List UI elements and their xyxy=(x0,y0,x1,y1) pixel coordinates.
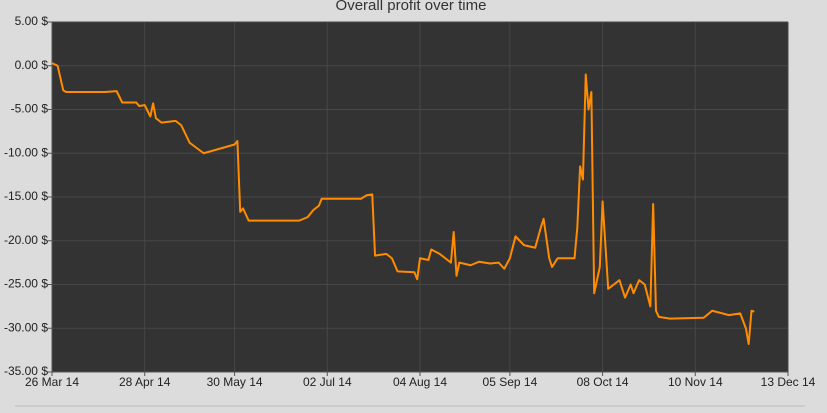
x-tick-label: 26 Mar 14 xyxy=(25,375,79,389)
y-tick-label: -25.00 $ xyxy=(4,277,48,291)
x-tick-label: 28 Apr 14 xyxy=(119,375,171,389)
chart-title: Overall profit over time xyxy=(336,0,487,14)
y-tick-label: -30.00 $ xyxy=(4,320,48,334)
y-tick-label: -20.00 $ xyxy=(4,233,48,247)
x-tick-label: 13 Dec 14 xyxy=(761,375,816,389)
x-tick-label: 08 Oct 14 xyxy=(577,375,629,389)
data-line xyxy=(51,62,755,345)
y-tick-label: -35.00 $ xyxy=(4,364,48,378)
y-tick-label: 5.00 $ xyxy=(15,14,49,28)
x-tick-label: 05 Sep 14 xyxy=(483,375,538,389)
y-tick-label: -10.00 $ xyxy=(4,145,48,159)
x-tick-label: 02 Jul 14 xyxy=(303,375,352,389)
y-tick-label: -15.00 $ xyxy=(4,189,48,203)
x-tick-label: 04 Aug 14 xyxy=(393,375,447,389)
x-tick-label: 10 Nov 14 xyxy=(668,375,723,389)
y-tick-label: 0.00 $ xyxy=(15,58,49,72)
x-tick-label: 30 May 14 xyxy=(207,375,263,389)
y-tick-label: -5.00 $ xyxy=(11,102,49,116)
